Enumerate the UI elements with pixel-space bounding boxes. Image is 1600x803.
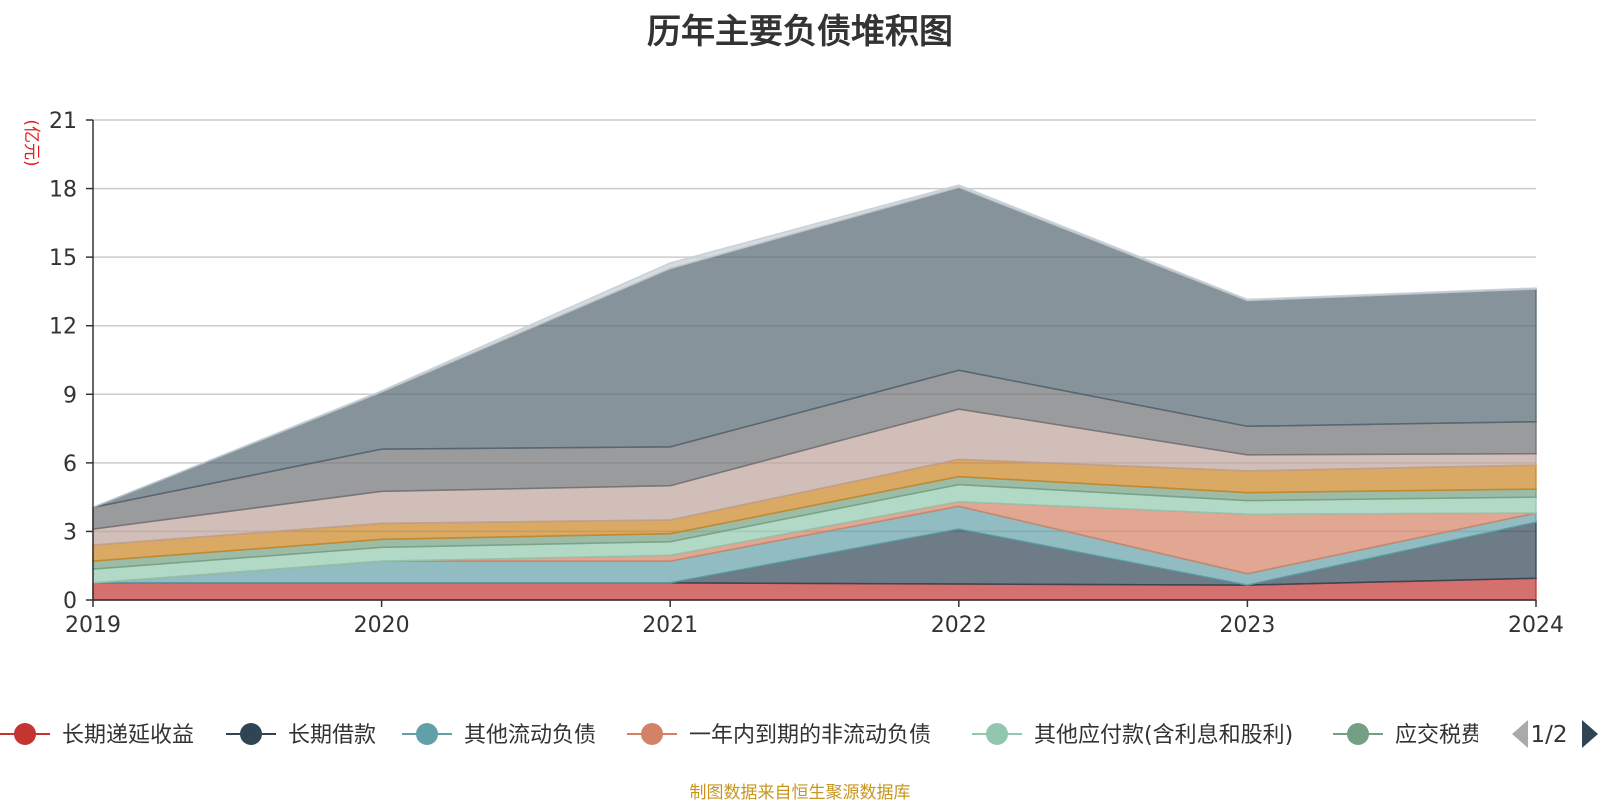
stacked-areas bbox=[92, 184, 1537, 601]
legend-item[interactable]: 其他流动负债 bbox=[402, 723, 596, 748]
y-tick-label: 18 bbox=[49, 178, 77, 203]
legend-label: 其他流动负债 bbox=[464, 723, 596, 748]
x-tick-label: 2020 bbox=[354, 613, 410, 638]
x-tick-label: 2023 bbox=[1219, 613, 1275, 638]
x-tick-label: 2021 bbox=[642, 613, 698, 638]
legend-items: 长期递延收益 长期借款 其他流动负债 一年内到期的非流动负债 其他应付款(含利息和股利)… bbox=[0, 712, 1508, 756]
x-tick-label: 2024 bbox=[1508, 613, 1564, 638]
axes: 0 3 6 9 12 15 18 21 2019 2020 2021 2022 2023 2024 bbox=[49, 109, 1564, 638]
legend-prev-page-icon[interactable] bbox=[1512, 720, 1528, 748]
legend-next-page-icon[interactable] bbox=[1582, 720, 1598, 748]
legend-item[interactable]: 一年内到期的非流动负债 bbox=[627, 723, 931, 748]
legend-overflow-mask bbox=[1478, 712, 1508, 756]
legend-item[interactable]: 应交税费 bbox=[1333, 723, 1483, 748]
y-tick-label: 21 bbox=[49, 109, 77, 134]
y-tick-label: 12 bbox=[49, 315, 77, 340]
legend-label: 长期递延收益 bbox=[62, 723, 194, 748]
legend-item[interactable]: 长期递延收益 bbox=[0, 723, 194, 748]
x-tick-label: 2019 bbox=[65, 613, 121, 638]
legend-page-indicator: 1/2 bbox=[1530, 722, 1567, 748]
legend: 长期递延收益 长期借款 其他流动负债 一年内到期的非流动负债 其他应付款(含利息和股利)… bbox=[0, 712, 1598, 756]
legend-circle-marker bbox=[240, 723, 262, 745]
legend-label: 长期借款 bbox=[288, 723, 376, 748]
chart-title: 历年主要负债堆积图 bbox=[647, 12, 953, 52]
legend-item[interactable]: 其他应付款(含利息和股利) bbox=[972, 723, 1293, 748]
legend-circle-marker bbox=[641, 723, 663, 745]
legend-circle-marker bbox=[416, 723, 438, 745]
source-note: 制图数据来自恒生聚源数据库 bbox=[689, 783, 911, 803]
y-tick-label: 9 bbox=[63, 383, 77, 408]
legend-circle-marker bbox=[986, 723, 1008, 745]
legend-label: 一年内到期的非流动负债 bbox=[689, 723, 931, 748]
area-series-10 bbox=[92, 184, 1537, 509]
legend-circle-marker bbox=[14, 723, 36, 745]
x-tick-label: 2022 bbox=[931, 613, 987, 638]
legend-label: 应交税费 bbox=[1395, 723, 1483, 748]
y-tick-label: 3 bbox=[63, 520, 77, 545]
y-tick-label: 6 bbox=[63, 452, 77, 477]
legend-circle-marker bbox=[1347, 723, 1369, 745]
legend-label: 其他应付款(含利息和股利) bbox=[1034, 723, 1293, 748]
legend-item[interactable]: 长期借款 bbox=[226, 723, 376, 748]
y-tick-label: 0 bbox=[63, 589, 77, 614]
y-tick-label: 15 bbox=[49, 246, 77, 271]
y-axis-unit-label: (亿元) bbox=[21, 119, 41, 166]
